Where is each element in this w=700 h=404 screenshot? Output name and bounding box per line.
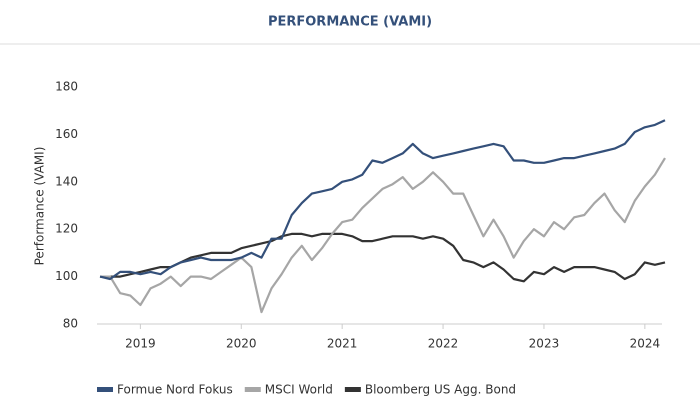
y-tick-label: 100 (55, 269, 78, 283)
y-tick-label: 80 (63, 317, 78, 331)
legend-label: MSCI World (265, 383, 333, 397)
y-tick-label: 120 (55, 222, 78, 236)
y-tick-label: 180 (55, 80, 78, 94)
series-line (100, 157, 666, 314)
legend-label: Formue Nord Fokus (117, 383, 233, 397)
y-tick-label: 140 (55, 174, 78, 188)
x-tick-label: 2019 (125, 337, 156, 351)
x-tick-label: 2024 (630, 337, 661, 351)
legend-swatch (97, 387, 113, 392)
legend-swatch (344, 387, 361, 392)
legend-label: Bloomberg US Agg. Bond (365, 383, 516, 397)
series-line (100, 232, 666, 283)
y-axis-label: Performance (VAMI) (33, 147, 47, 266)
x-tick-label: 2021 (327, 337, 358, 351)
x-tick-label: 2020 (226, 337, 257, 351)
x-tick-label: 2022 (428, 337, 459, 351)
legend-swatch (244, 387, 261, 392)
y-tick-label: 160 (55, 127, 78, 141)
series-line (99, 119, 666, 281)
chart-title: PERFORMANCE (VAMI) (268, 15, 432, 30)
x-tick-label: 2023 (529, 337, 560, 351)
